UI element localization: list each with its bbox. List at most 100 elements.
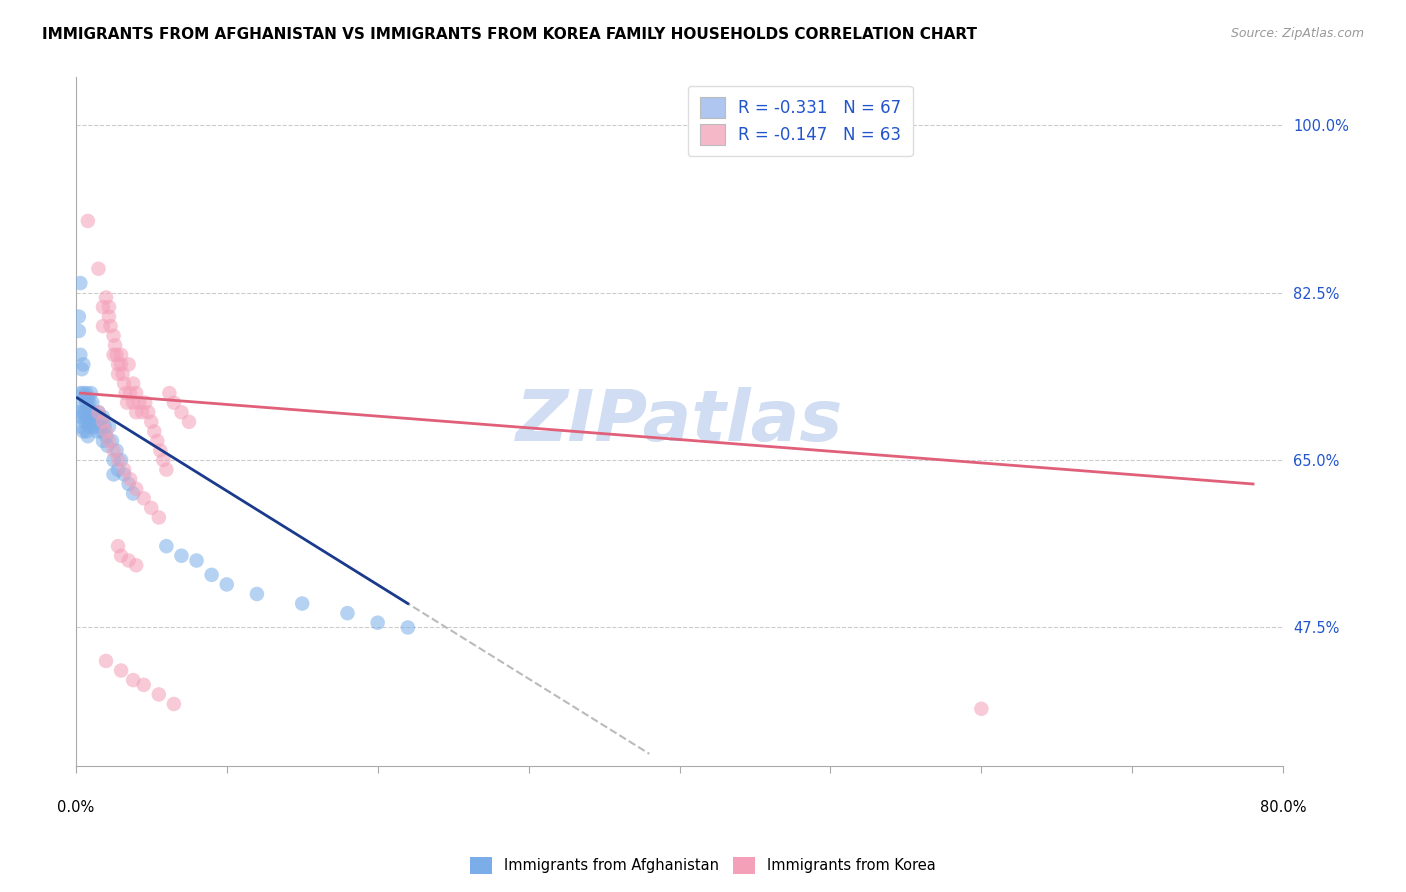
Point (69, 386, 91, 401)
Point (101, 434, 124, 448)
Point (103, 348, 125, 362)
Point (110, 664, 132, 678)
Point (117, 358, 139, 372)
Point (155, 462, 177, 476)
Point (163, 697, 186, 711)
Point (115, 395, 138, 409)
Point (83, 419, 105, 434)
Point (141, 500, 163, 515)
Point (105, 348, 128, 362)
Point (73, 405, 96, 419)
Point (70, 362, 93, 376)
Point (69, 419, 91, 434)
Point (146, 434, 169, 448)
Point (122, 376, 145, 391)
Point (67, 324, 90, 338)
Point (103, 328, 125, 343)
Point (111, 367, 134, 381)
Point (120, 472, 142, 486)
Point (132, 678, 155, 692)
Point (79, 395, 101, 409)
Point (291, 597, 314, 611)
Text: IMMIGRANTS FROM AFGHANISTAN VS IMMIGRANTS FROM KOREA FAMILY HOUSEHOLDS CORRELATI: IMMIGRANTS FROM AFGHANISTAN VS IMMIGRANT… (42, 27, 977, 42)
Point (117, 553, 139, 567)
Point (84, 410, 107, 425)
Point (141, 415, 163, 429)
Point (100, 319, 122, 334)
Point (73, 415, 96, 429)
Point (396, 620, 419, 634)
Point (155, 539, 177, 553)
Point (186, 553, 208, 567)
Point (149, 443, 172, 458)
Point (67, 405, 90, 419)
Legend: Immigrants from Afghanistan, Immigrants from Korea: Immigrants from Afghanistan, Immigrants … (464, 851, 942, 880)
Point (112, 462, 135, 476)
Text: 80.0%: 80.0% (1260, 799, 1306, 814)
Point (170, 405, 193, 419)
Point (128, 395, 150, 409)
Point (94, 654, 117, 668)
Point (117, 477, 139, 491)
Point (72, 358, 94, 372)
Point (98, 300, 121, 314)
Point (107, 462, 129, 476)
Point (367, 615, 389, 630)
Point (77, 214, 100, 228)
Point (98, 310, 121, 324)
Point (110, 453, 132, 467)
Point (94, 425, 117, 439)
Point (152, 453, 174, 467)
Point (80, 386, 103, 401)
Point (148, 510, 170, 524)
Point (75, 410, 97, 425)
Point (143, 425, 166, 439)
Point (80, 405, 103, 419)
Point (110, 358, 132, 372)
Point (120, 386, 142, 401)
Point (80, 415, 103, 429)
Legend: R = -0.331   N = 67, R = -0.147   N = 63: R = -0.331 N = 67, R = -0.147 N = 63 (688, 86, 912, 156)
Point (157, 386, 180, 401)
Point (122, 395, 145, 409)
Point (110, 549, 132, 563)
Point (77, 429, 100, 443)
Point (103, 467, 125, 482)
Point (96, 439, 118, 453)
Point (72, 386, 94, 401)
Point (79, 405, 101, 419)
Point (136, 405, 159, 419)
Point (75, 395, 97, 409)
Point (70, 410, 93, 425)
Point (122, 486, 145, 500)
Point (98, 434, 121, 448)
Point (163, 395, 186, 409)
Point (89, 415, 111, 429)
Point (93, 419, 115, 434)
Point (131, 405, 153, 419)
Point (91, 434, 114, 448)
Point (103, 443, 125, 458)
Point (72, 425, 94, 439)
Point (77, 415, 100, 429)
Point (91, 415, 114, 429)
Point (148, 688, 170, 702)
Text: ZIPatlas: ZIPatlas (516, 387, 844, 457)
Point (107, 358, 129, 372)
Point (87, 405, 110, 419)
Point (69, 348, 91, 362)
Point (83, 405, 105, 419)
Point (107, 453, 129, 467)
Point (122, 673, 145, 687)
Point (112, 376, 135, 391)
Point (91, 300, 114, 314)
Point (134, 395, 156, 409)
Point (104, 338, 127, 352)
Point (336, 606, 359, 620)
Point (125, 386, 148, 401)
Point (77, 391, 100, 405)
Text: Source: ZipAtlas.com: Source: ZipAtlas.com (1230, 27, 1364, 40)
Point (87, 261, 110, 276)
Point (77, 401, 100, 415)
Point (201, 567, 224, 582)
